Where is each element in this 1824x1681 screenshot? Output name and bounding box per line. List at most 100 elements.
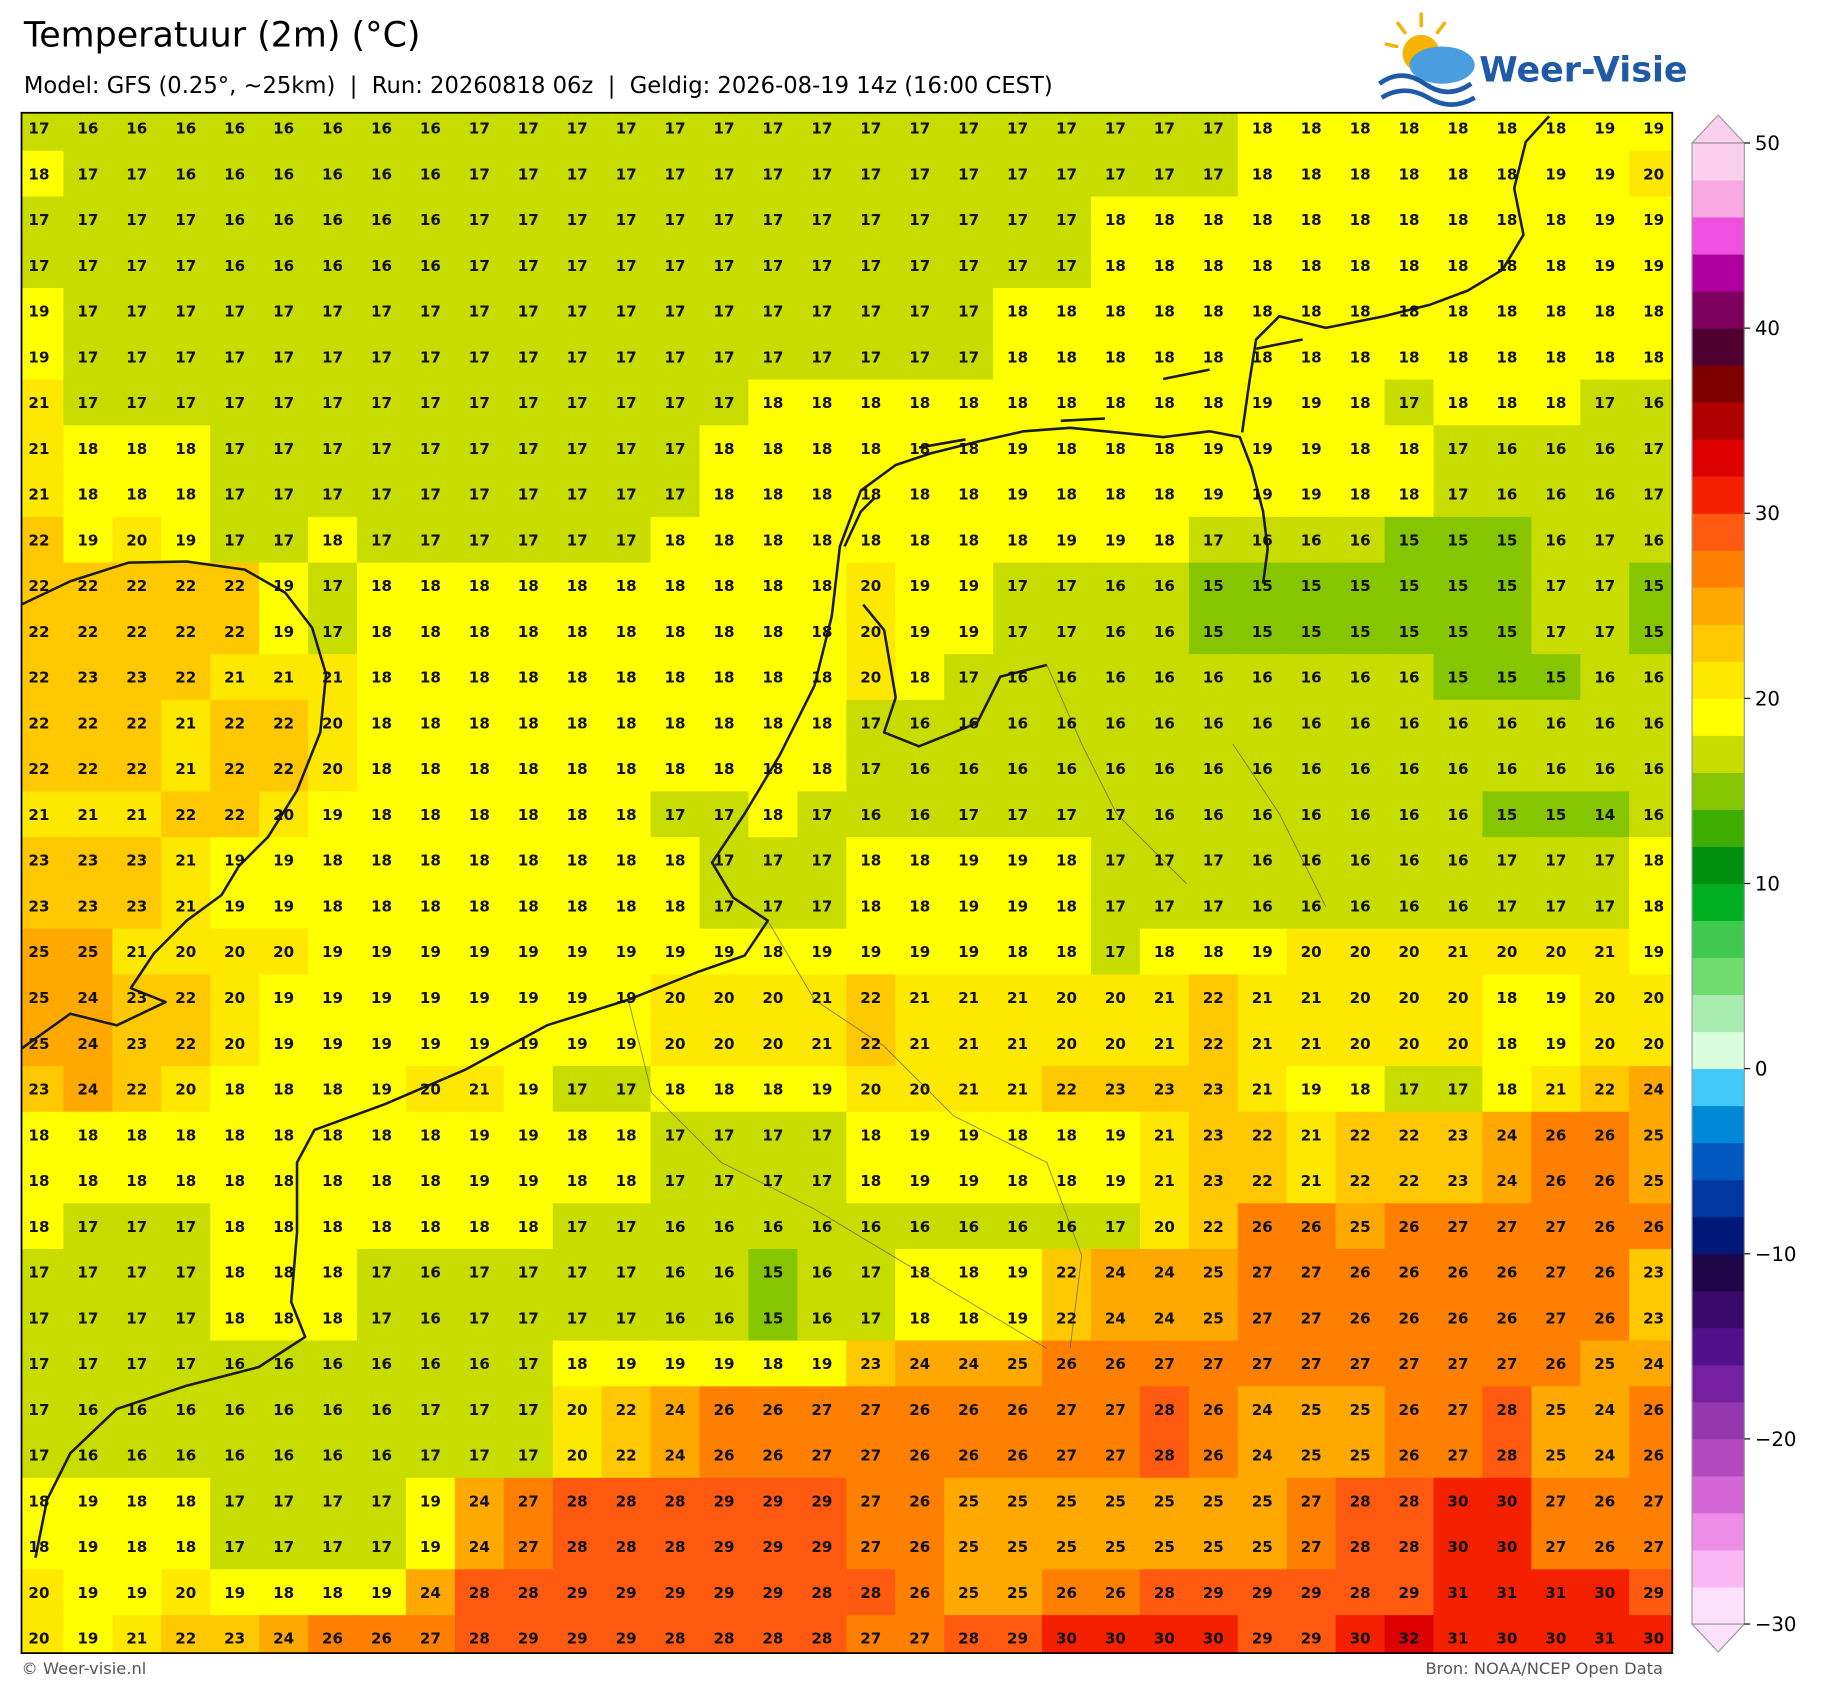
temperature-cell xyxy=(1433,288,1484,335)
temperature-value: 16 xyxy=(1203,760,1224,778)
temperature-value: 26 xyxy=(1545,1172,1566,1190)
temperature-value: 19 xyxy=(126,1584,147,1602)
temperature-value: 27 xyxy=(1643,1492,1664,1510)
temperature-value: 18 xyxy=(420,1126,441,1144)
temperature-value: 29 xyxy=(518,1630,539,1648)
temperature-value: 17 xyxy=(518,303,539,321)
temperature-value: 18 xyxy=(371,714,392,732)
temperature-value: 18 xyxy=(567,852,588,870)
temperature-value: 17 xyxy=(811,1126,832,1144)
temperature-value: 18 xyxy=(1252,348,1273,366)
temperature-value: 26 xyxy=(1203,1447,1224,1465)
temperature-cell xyxy=(308,288,358,335)
temperature-value: 20 xyxy=(1643,1035,1664,1053)
temperature-value: 28 xyxy=(567,1492,588,1510)
temperature-value: 19 xyxy=(518,1172,539,1190)
temperature-value: 16 xyxy=(1301,852,1322,870)
temperature-value: 26 xyxy=(909,1401,930,1419)
temperature-value: 17 xyxy=(909,211,930,229)
temperature-value: 25 xyxy=(1056,1492,1077,1510)
temperature-value: 29 xyxy=(1203,1584,1224,1602)
temperature-value: 18 xyxy=(1105,257,1126,275)
temperature-value: 18 xyxy=(665,577,686,595)
temperature-value: 21 xyxy=(909,1035,930,1053)
temperature-value: 21 xyxy=(1301,1035,1322,1053)
temperature-cell xyxy=(846,112,896,152)
temperature-cell xyxy=(650,379,701,427)
temperature-value: 18 xyxy=(1056,486,1077,504)
temperature-value: 18 xyxy=(224,1126,245,1144)
temperature-cell xyxy=(552,425,603,472)
temperature-value: 20 xyxy=(1350,989,1371,1007)
temperature-value: 16 xyxy=(909,806,930,824)
temperature-value: 18 xyxy=(469,669,490,687)
temperature-cell xyxy=(650,242,701,289)
temperature-value: 22 xyxy=(224,623,245,641)
temperature-value: 28 xyxy=(1350,1584,1371,1602)
temperature-cell xyxy=(846,288,896,335)
temperature-cell xyxy=(161,425,211,472)
temperature-value: 18 xyxy=(616,623,637,641)
temperature-value: 18 xyxy=(909,486,930,504)
temperature-cell xyxy=(21,112,65,152)
temperature-value: 16 xyxy=(1252,669,1273,687)
temperature-value: 17 xyxy=(1203,852,1224,870)
temperature-cell xyxy=(1629,333,1673,381)
temperature-cell xyxy=(308,150,358,198)
temperature-cell xyxy=(63,471,114,518)
temperature-cell xyxy=(112,333,162,381)
temperature-value: 28 xyxy=(1154,1447,1175,1465)
temperature-value: 19 xyxy=(1301,486,1322,504)
temperature-value: 22 xyxy=(175,577,196,595)
temperature-value: 17 xyxy=(1154,852,1175,870)
temperature-value: 17 xyxy=(1643,486,1664,504)
temperature-value: 16 xyxy=(909,714,930,732)
temperature-value: 16 xyxy=(371,1401,392,1419)
temperature-value: 17 xyxy=(1007,806,1028,824)
temperature-value: 19 xyxy=(518,1035,539,1053)
temperature-cell xyxy=(454,516,505,564)
temperature-value: 30 xyxy=(1350,1630,1371,1648)
temperature-value: 19 xyxy=(371,989,392,1007)
temperature-value: 19 xyxy=(909,623,930,641)
temperature-value: 19 xyxy=(1252,943,1273,961)
temperature-value: 17 xyxy=(518,211,539,229)
temperature-value: 17 xyxy=(811,165,832,183)
temperature-cell xyxy=(1384,379,1435,427)
temperature-cell xyxy=(1286,196,1337,243)
colorbar-bin xyxy=(1692,1031,1745,1070)
temperature-value: 27 xyxy=(860,1447,881,1465)
temperature-value: 18 xyxy=(909,669,930,687)
temperature-cell xyxy=(944,379,994,427)
temperature-value: 26 xyxy=(1007,1401,1028,1419)
temperature-value: 25 xyxy=(1007,1492,1028,1510)
temperature-value: 15 xyxy=(1447,577,1468,595)
temperature-value: 18 xyxy=(811,486,832,504)
temperature-cell xyxy=(454,288,505,335)
temperature-cell xyxy=(1433,425,1484,472)
temperature-value: 17 xyxy=(28,1447,49,1465)
temperature-value: 16 xyxy=(273,165,294,183)
colorbar-bin xyxy=(1692,920,1745,959)
temperature-value: 18 xyxy=(1056,852,1077,870)
logo: Weer-Visie xyxy=(1377,12,1688,107)
temperature-value: 27 xyxy=(1643,1538,1664,1556)
temperature-cell xyxy=(797,425,848,472)
temperature-value: 18 xyxy=(665,1081,686,1099)
temperature-cell xyxy=(1188,288,1239,335)
temperature-value: 18 xyxy=(860,1126,881,1144)
temperature-value: 18 xyxy=(616,897,637,915)
temperature-cell xyxy=(1237,288,1288,335)
temperature-value: 17 xyxy=(1594,897,1615,915)
temperature-value: 19 xyxy=(1301,1081,1322,1099)
temperature-value: 18 xyxy=(28,1172,49,1190)
temperature-value: 20 xyxy=(126,531,147,549)
temperature-value: 16 xyxy=(1203,806,1224,824)
temperature-value: 23 xyxy=(28,852,49,870)
temperature-cell xyxy=(1384,242,1435,289)
temperature-cell xyxy=(1433,150,1484,198)
temperature-value: 18 xyxy=(616,577,637,595)
temperature-value: 19 xyxy=(469,1035,490,1053)
temperature-value: 17 xyxy=(665,440,686,458)
temperature-value: 20 xyxy=(224,989,245,1007)
